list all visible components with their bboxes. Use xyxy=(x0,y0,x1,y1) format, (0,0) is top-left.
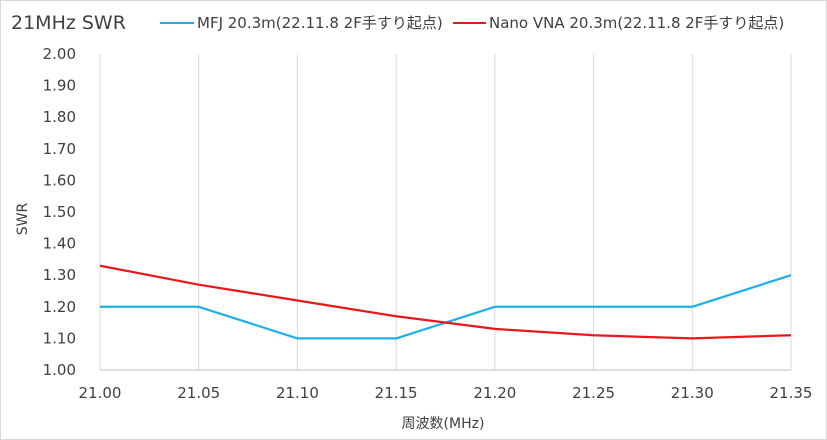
y-tick-label: 1.80 xyxy=(43,108,76,126)
y-axis-label: SWR xyxy=(15,203,31,236)
y-tick-label: 1.20 xyxy=(43,298,76,316)
x-tick-label: 21.20 xyxy=(473,384,516,402)
axes: 1.00 1.10 1.20 1.30 1.40 1.50 1.60 1.70 1.80 1.90… xyxy=(43,45,813,402)
legend-label-mfj: MFJ 20.3m(22.11.8 2F手すり起点) xyxy=(197,14,443,32)
x-tick-label: 21.00 xyxy=(79,384,122,402)
gridlines xyxy=(99,54,792,370)
y-tick-label: 1.00 xyxy=(43,361,76,379)
x-tick-label: 21.35 xyxy=(770,384,813,402)
x-tick-label: 21.05 xyxy=(177,384,220,402)
legend-label-nanovna: Nano VNA 20.3m(22.11.8 2F手すり起点) xyxy=(489,14,784,32)
y-tick-label: 1.40 xyxy=(43,235,76,253)
y-tick-label: 1.70 xyxy=(43,140,76,158)
y-tick-label: 1.10 xyxy=(43,329,76,347)
x-tick-label: 21.30 xyxy=(671,384,714,402)
y-tick-label: 1.60 xyxy=(43,171,76,189)
chart-title: 21MHz SWR xyxy=(11,12,126,34)
series-lines xyxy=(99,264,792,340)
x-axis-label: 周波数(MHz) xyxy=(402,416,485,432)
series-line-nanovna xyxy=(99,264,792,340)
y-tick-label: 1.50 xyxy=(43,203,76,221)
y-tick-label: 2.00 xyxy=(43,45,76,63)
x-tick-label: 21.10 xyxy=(276,384,319,402)
x-tick-label: 21.15 xyxy=(375,384,418,402)
legend: MFJ 20.3m(22.11.8 2F手すり起点) Nano VNA 20.3… xyxy=(160,14,784,32)
y-tick-label: 1.30 xyxy=(43,266,76,284)
x-tick-label: 21.25 xyxy=(572,384,615,402)
y-tick-label: 1.90 xyxy=(43,77,76,95)
